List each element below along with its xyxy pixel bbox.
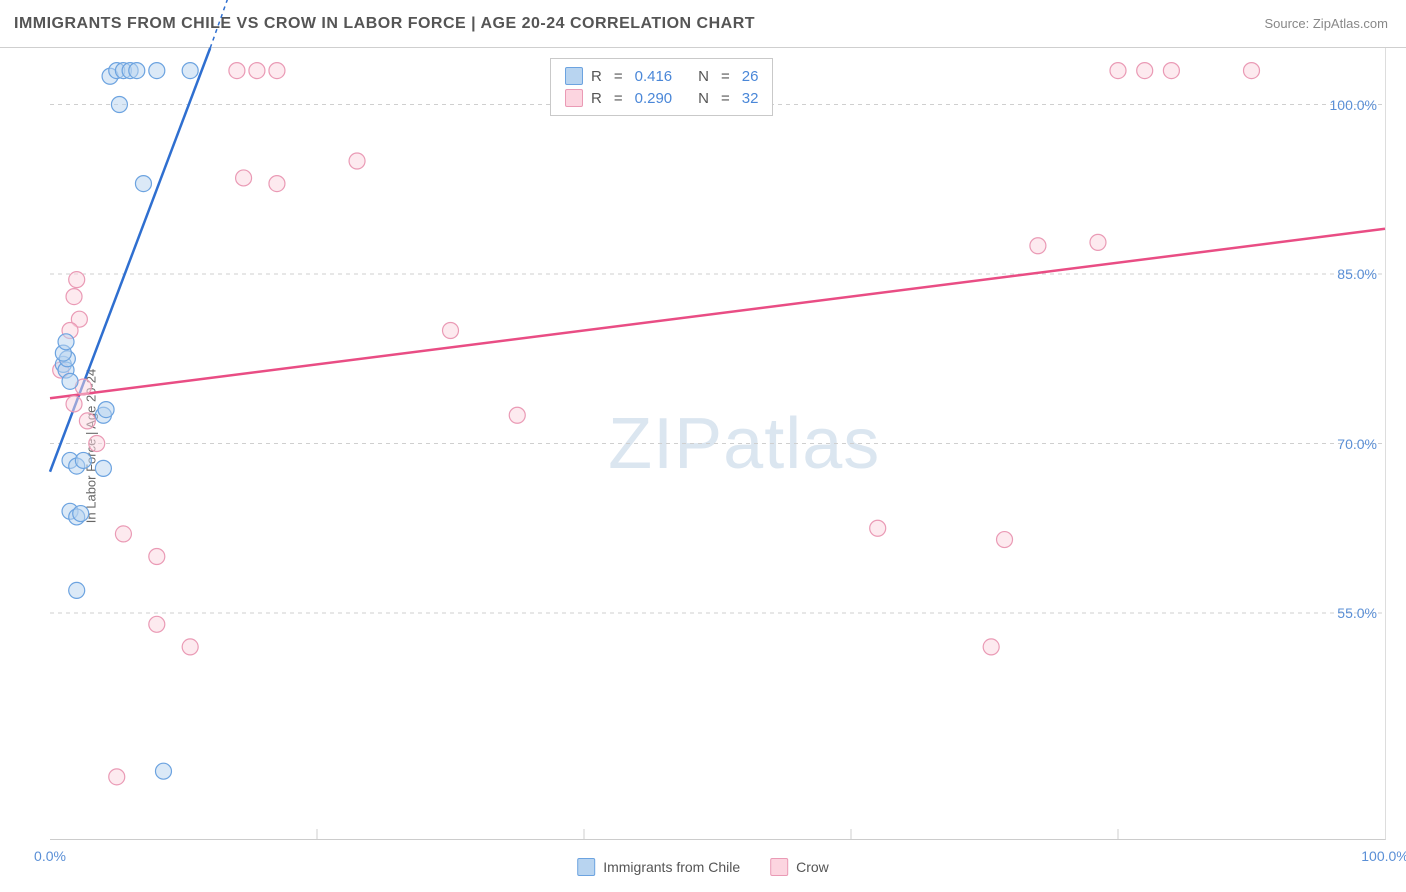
stats-row-b: R = 0.290 N = 32 xyxy=(565,87,758,109)
r-value-a: 0.416 xyxy=(635,68,673,85)
chart-svg xyxy=(50,48,1385,839)
n-value-a: 26 xyxy=(742,68,759,85)
r-label: R xyxy=(591,68,602,85)
n-label: N xyxy=(698,68,709,85)
legend-swatch-b xyxy=(770,858,788,876)
equals: = xyxy=(721,90,730,107)
legend-swatch-a xyxy=(565,67,583,85)
legend-swatch-b xyxy=(565,89,583,107)
r-label: R xyxy=(591,90,602,107)
source-attribution: Source: ZipAtlas.com xyxy=(1264,16,1388,31)
y-tick-label: 70.0% xyxy=(1337,436,1377,452)
x-tick-label: 0.0% xyxy=(34,848,66,864)
legend-item-b: Crow xyxy=(770,858,829,876)
source-link[interactable]: ZipAtlas.com xyxy=(1313,16,1388,31)
y-tick-label: 85.0% xyxy=(1337,266,1377,282)
chart-title: IMMIGRANTS FROM CHILE VS CROW IN LABOR F… xyxy=(14,15,755,33)
n-value-b: 32 xyxy=(742,90,759,107)
y-tick-label: 55.0% xyxy=(1337,605,1377,621)
y-tick-label: 100.0% xyxy=(1330,97,1377,113)
equals: = xyxy=(614,90,623,107)
stats-legend: R = 0.416 N = 26 R = 0.290 N = 32 xyxy=(550,58,773,116)
source-prefix: Source: xyxy=(1264,16,1312,31)
equals: = xyxy=(614,68,623,85)
legend-label-a: Immigrants from Chile xyxy=(603,859,740,875)
chart-header: IMMIGRANTS FROM CHILE VS CROW IN LABOR F… xyxy=(0,0,1406,48)
legend-item-a: Immigrants from Chile xyxy=(577,858,740,876)
scatter-plot-area: ZIPatlas 55.0%70.0%85.0%100.0% xyxy=(50,48,1386,840)
stats-row-a: R = 0.416 N = 26 xyxy=(565,65,758,87)
r-value-b: 0.290 xyxy=(635,90,673,107)
legend-label-b: Crow xyxy=(796,859,829,875)
legend-swatch-a xyxy=(577,858,595,876)
n-label: N xyxy=(698,90,709,107)
equals: = xyxy=(721,68,730,85)
bottom-legend: Immigrants from Chile Crow xyxy=(577,858,829,876)
x-tick-label: 100.0% xyxy=(1361,848,1406,864)
